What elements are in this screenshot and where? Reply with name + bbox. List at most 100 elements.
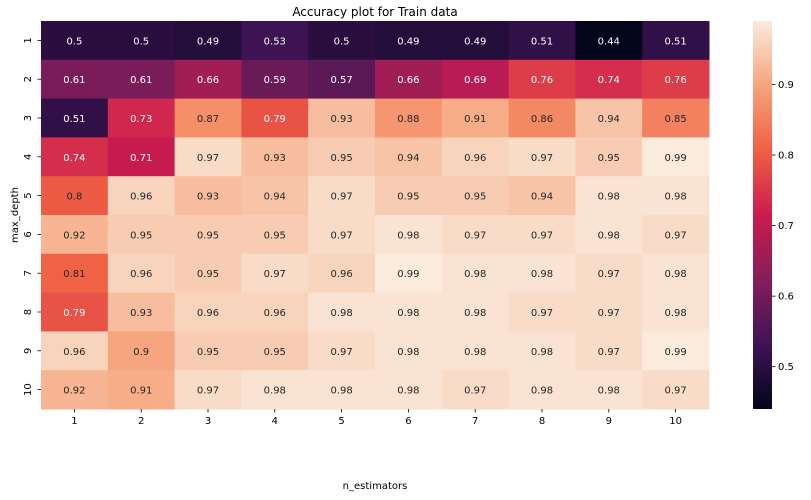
- heatmap-cell: [41, 176, 109, 216]
- heatmap-cell: [308, 176, 376, 216]
- cell-value-label: 0.86: [531, 114, 553, 125]
- heatmap-cell: [107, 331, 176, 371]
- heatmap-cell: [642, 292, 710, 332]
- cell-value-label: 0.98: [264, 386, 286, 397]
- heatmap-cell: [575, 176, 643, 216]
- heatmap-cell: [241, 59, 309, 100]
- cell-value-label: 0.95: [598, 153, 620, 164]
- cell-value-label: 0.98: [397, 347, 419, 358]
- cell-value-label: 0.76: [531, 75, 553, 86]
- cell-value-label: 0.74: [598, 75, 620, 86]
- heatmap-cell: [375, 331, 443, 371]
- cell-value-label: 0.99: [664, 347, 686, 358]
- cell-value-label: 0.98: [598, 230, 620, 241]
- heatmap-cell: [241, 370, 309, 410]
- heatmap-cell: [241, 21, 309, 61]
- cell-value-label: 0.96: [63, 347, 85, 358]
- heatmap-cell: [174, 21, 242, 61]
- y-tick-label: 1: [23, 37, 34, 43]
- heatmap-cell: [107, 59, 176, 100]
- cell-value-label: 0.97: [598, 269, 620, 280]
- heatmap-cell: [308, 98, 376, 138]
- cell-value-label: 0.85: [664, 114, 686, 125]
- cell-value-label: 0.91: [464, 114, 486, 125]
- heatmap-cell: [375, 137, 443, 177]
- heatmap-cell: [308, 59, 376, 100]
- cell-value-label: 0.98: [397, 386, 419, 397]
- cell-value-label: 0.44: [598, 36, 620, 47]
- cell-value-label: 0.79: [63, 308, 85, 319]
- heatmap-cell: [642, 21, 710, 61]
- heatmap-cell: [508, 59, 576, 100]
- heatmap-cell: [241, 253, 309, 294]
- cell-value-label: 0.5: [66, 36, 82, 47]
- heatmap-cell: [508, 215, 576, 255]
- cell-value-label: 0.96: [464, 153, 486, 164]
- heatmap-cell: [174, 370, 242, 410]
- heatmap-cell: [107, 292, 176, 332]
- heatmap-cell: [441, 137, 510, 177]
- heatmap-cell: [41, 137, 109, 177]
- heatmap-cell: [375, 176, 443, 216]
- heatmap-cell: [107, 98, 176, 138]
- colorbar-tick-label: 0.5: [778, 362, 794, 373]
- cell-value-label: 0.97: [464, 386, 486, 397]
- cell-value-label: 0.95: [197, 269, 219, 280]
- cell-value-label: 0.97: [531, 230, 553, 241]
- cell-value-label: 0.94: [264, 192, 286, 203]
- heatmap-cell: [575, 137, 643, 177]
- cell-value-label: 0.98: [664, 308, 686, 319]
- cell-value-label: 0.94: [531, 192, 553, 203]
- cell-value-label: 0.98: [531, 269, 553, 280]
- y-axis-label: max_depth: [10, 187, 21, 243]
- heatmap-cell: [642, 176, 710, 216]
- cell-value-label: 0.98: [397, 308, 419, 319]
- heatmap-cell: [308, 215, 376, 255]
- heatmap-cell: [642, 215, 710, 255]
- heatmap-cell: [41, 253, 109, 294]
- x-tick-label: 10: [669, 416, 682, 427]
- heatmap-cell: [107, 21, 176, 61]
- heatmap-cell: [441, 59, 510, 100]
- heatmap-cell: [375, 370, 443, 410]
- heatmap-cell: [575, 331, 643, 371]
- heatmap-cell: [508, 137, 576, 177]
- cell-value-label: 0.98: [598, 192, 620, 203]
- cell-value-label: 0.73: [130, 114, 152, 125]
- heatmap-cell: [508, 98, 576, 138]
- heatmap-cell: [375, 59, 443, 100]
- heatmap-cell: [107, 176, 176, 216]
- cell-value-label: 0.96: [264, 308, 286, 319]
- cell-value-label: 0.94: [598, 114, 620, 125]
- cell-value-label: 0.98: [664, 192, 686, 203]
- x-tick-label: 7: [472, 416, 478, 427]
- heatmap-cell: [308, 137, 376, 177]
- cell-value-label: 0.93: [130, 308, 152, 319]
- colorbar-tick-label: 0.7: [778, 221, 794, 232]
- heatmap-cell: [642, 137, 710, 177]
- cell-value-label: 0.71: [130, 153, 152, 164]
- heatmap-cell: [441, 176, 510, 216]
- cell-value-label: 0.97: [197, 153, 219, 164]
- heatmap-cell: [575, 59, 643, 100]
- cell-value-label: 0.49: [397, 36, 419, 47]
- heatmap-cell: [575, 21, 643, 61]
- y-tick-label: 3: [23, 115, 34, 121]
- cell-value-label: 0.49: [464, 36, 486, 47]
- cell-value-label: 0.97: [531, 308, 553, 319]
- heatmap-cell: [441, 215, 510, 255]
- cell-value-label: 0.51: [531, 36, 553, 47]
- cell-value-label: 0.93: [330, 114, 352, 125]
- y-tick-label: 9: [23, 348, 34, 354]
- cell-value-label: 0.97: [330, 230, 352, 241]
- cell-value-label: 0.98: [531, 386, 553, 397]
- heatmap-cell: [642, 370, 710, 410]
- cell-value-label: 0.97: [531, 153, 553, 164]
- colorbar-ticks: 0.5 0.6 0.7 0.8 0.9: [772, 80, 794, 373]
- cell-value-label: 0.69: [464, 75, 486, 86]
- heatmap-cell: [575, 215, 643, 255]
- heatmap-cell: [575, 292, 643, 332]
- cell-value-label: 0.91: [130, 386, 152, 397]
- cell-value-label: 0.49: [197, 36, 219, 47]
- x-tick-labels: 1 2 3 4 5 6 7 8 9 10: [71, 409, 682, 427]
